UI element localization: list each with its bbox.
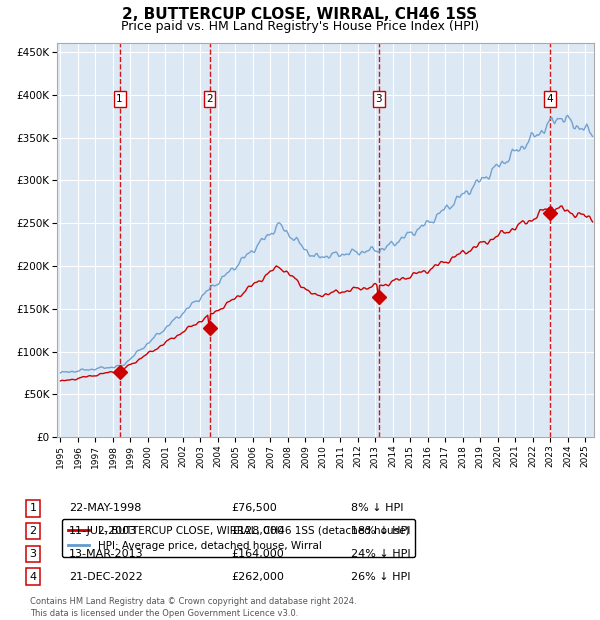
Text: 24% ↓ HPI: 24% ↓ HPI	[351, 549, 410, 559]
Text: 1: 1	[116, 94, 123, 104]
Text: £128,000: £128,000	[231, 526, 284, 536]
Text: £262,000: £262,000	[231, 572, 284, 582]
Legend: 2, BUTTERCUP CLOSE, WIRRAL, CH46 1SS (detached house), HPI: Average price, detac: 2, BUTTERCUP CLOSE, WIRRAL, CH46 1SS (de…	[62, 519, 415, 557]
Text: £164,000: £164,000	[231, 549, 284, 559]
Text: 4: 4	[29, 572, 37, 582]
Text: 21-DEC-2022: 21-DEC-2022	[69, 572, 143, 582]
Text: 8% ↓ HPI: 8% ↓ HPI	[351, 503, 404, 513]
Text: Price paid vs. HM Land Registry's House Price Index (HPI): Price paid vs. HM Land Registry's House …	[121, 20, 479, 33]
Text: 3: 3	[29, 549, 37, 559]
Text: 26% ↓ HPI: 26% ↓ HPI	[351, 572, 410, 582]
Text: 1: 1	[29, 503, 37, 513]
Text: 11-JUL-2003: 11-JUL-2003	[69, 526, 137, 536]
Text: 4: 4	[547, 94, 553, 104]
Text: 13-MAR-2013: 13-MAR-2013	[69, 549, 143, 559]
Text: £76,500: £76,500	[231, 503, 277, 513]
Text: 18% ↓ HPI: 18% ↓ HPI	[351, 526, 410, 536]
Text: 3: 3	[376, 94, 382, 104]
Text: 2: 2	[29, 526, 37, 536]
Text: 22-MAY-1998: 22-MAY-1998	[69, 503, 142, 513]
Text: 2: 2	[206, 94, 213, 104]
Text: Contains HM Land Registry data © Crown copyright and database right 2024.
This d: Contains HM Land Registry data © Crown c…	[30, 597, 356, 618]
Text: 2, BUTTERCUP CLOSE, WIRRAL, CH46 1SS: 2, BUTTERCUP CLOSE, WIRRAL, CH46 1SS	[122, 7, 478, 22]
